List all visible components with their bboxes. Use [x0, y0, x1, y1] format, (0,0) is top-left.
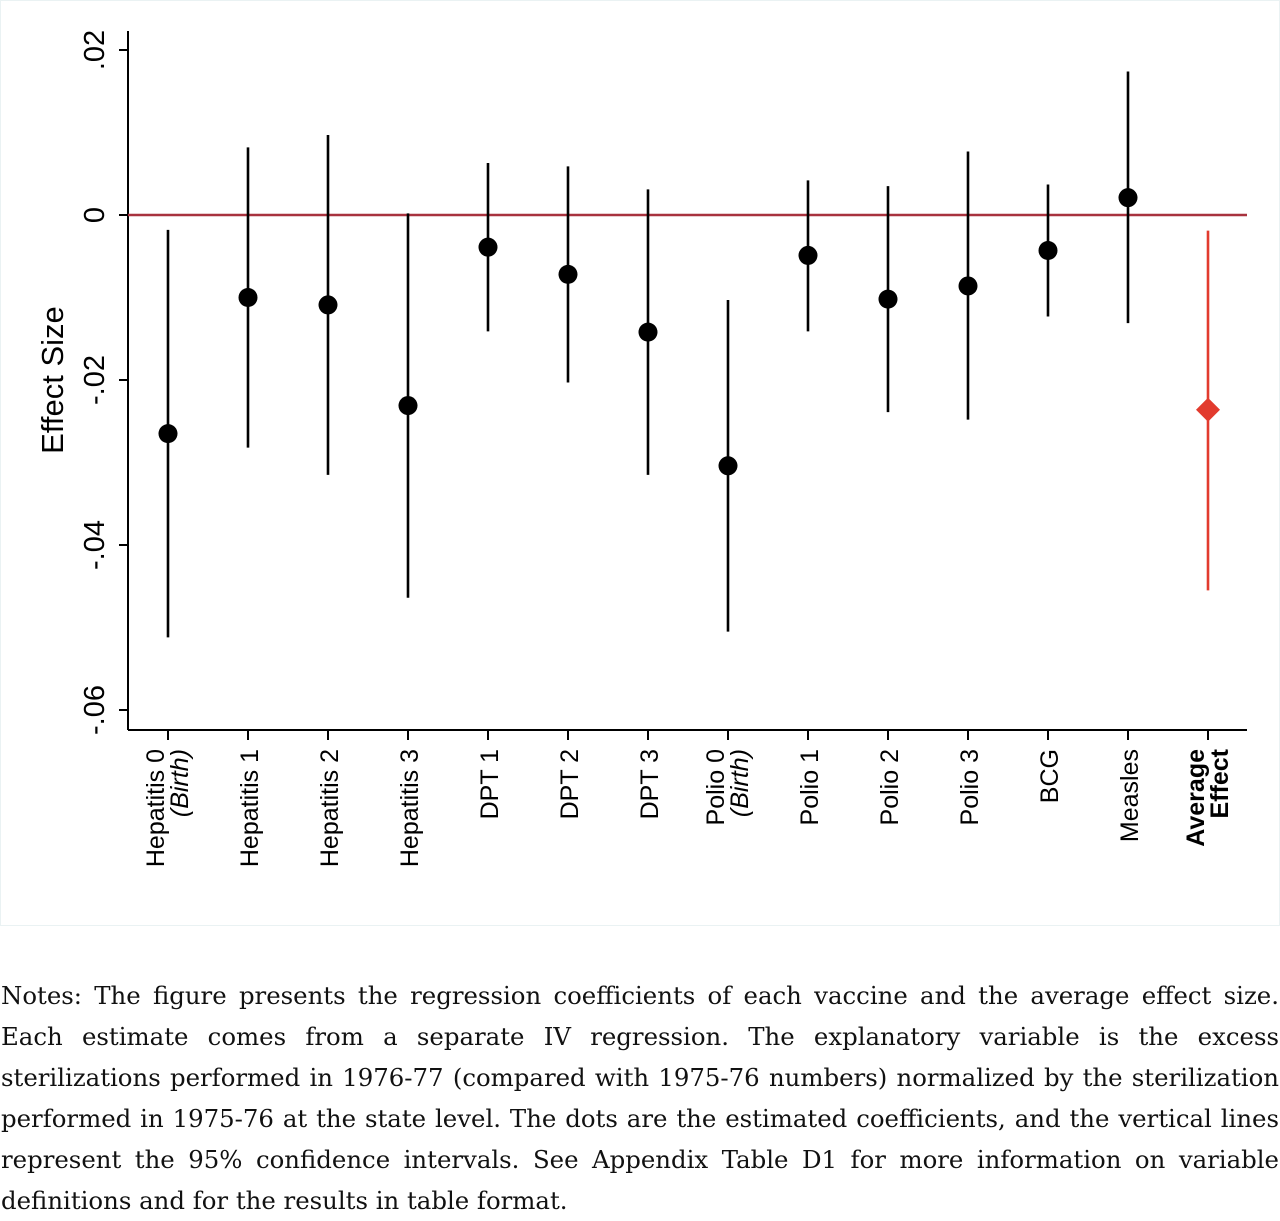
estimate-point [718, 456, 738, 476]
estimate-point [238, 288, 258, 307]
x-tick-label: Hepatitis 2 [316, 749, 344, 867]
y-tick-label: -.06 [79, 685, 111, 735]
x-tick-label: BCG [1036, 749, 1064, 803]
x-tick-label: Polio 2 [876, 749, 904, 825]
estimate-point [638, 322, 658, 342]
x-tick-sublabel: Effect [1206, 748, 1234, 818]
figure-notes: Notes: The figure presents the regressio… [1, 981, 1279, 1215]
x-tick-label: Polio 1 [796, 749, 824, 825]
y-axis-label: Effect Size [35, 306, 70, 454]
figure-panel: .02 0 -.02 -.04 -.06 Effect Size Hepatitis 0 (B… [0, 0, 1280, 926]
x-tick-label: Average [1182, 749, 1210, 847]
estimate-point [398, 396, 418, 416]
x-tick-sublabel: (Birth) [166, 749, 194, 817]
average-effect-marker [1196, 397, 1220, 422]
estimate-point [1038, 240, 1058, 260]
y-tick-label: 0 [79, 207, 111, 223]
estimate-point [958, 276, 978, 296]
y-tick-label: -.02 [79, 355, 111, 405]
y-tick-label: .02 [79, 30, 111, 70]
y-tick-label: -.04 [79, 520, 111, 570]
estimate-point [318, 295, 338, 315]
x-tick-label: Hepatitis 3 [396, 749, 424, 867]
x-tick-label: DPT 1 [476, 749, 504, 819]
estimate-point [798, 245, 818, 265]
x-tick-label: Hepatitis 1 [236, 749, 264, 867]
estimate-point [158, 424, 178, 444]
x-tick-label: Polio 0 [702, 749, 730, 825]
x-tick-label: DPT 2 [556, 749, 584, 819]
estimate-point [878, 289, 898, 309]
estimate-point [478, 237, 498, 257]
x-tick-label: DPT 3 [636, 749, 664, 819]
estimate-point [1118, 188, 1138, 208]
x-tick-sublabel: (Birth) [726, 749, 754, 817]
x-tick-label: Measles [1116, 749, 1144, 842]
x-tick-label: Hepatitis 0 [142, 749, 170, 867]
estimate-point [558, 264, 578, 284]
x-tick-label: Polio 3 [956, 749, 984, 825]
